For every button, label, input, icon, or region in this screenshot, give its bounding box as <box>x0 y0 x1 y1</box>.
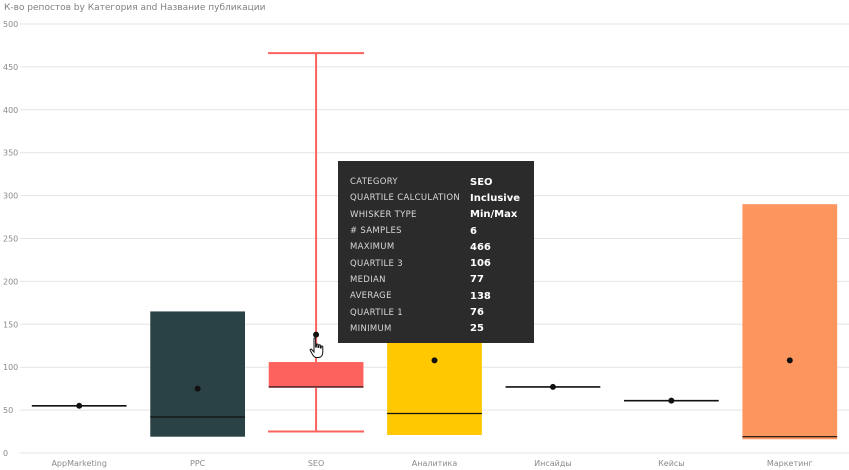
tooltip-row-category: CATEGORY SEO <box>350 174 522 190</box>
chart-title: К-во репостов by Категория and Название … <box>4 3 266 13</box>
x-category-label: PPC <box>190 459 206 468</box>
tooltip-value: Min/Max <box>470 209 518 221</box>
tooltip-value: 466 <box>470 241 491 253</box>
tooltip-key: AVERAGE <box>350 291 392 302</box>
box-1 <box>150 311 246 437</box>
x-category-label: SEO <box>308 459 324 468</box>
x-category-label: Инсайды <box>534 459 572 468</box>
tooltip-row-average: AVERAGE 138 <box>350 288 522 304</box>
y-tick-label: 400 <box>3 106 18 115</box>
y-tick-label: 150 <box>3 320 18 329</box>
y-tick-label: 350 <box>3 149 18 158</box>
tooltip-row-median: MEDIAN 77 <box>350 272 522 288</box>
tooltip-value: 25 <box>470 323 484 335</box>
tooltip-row-maximum: MAXIMUM 466 <box>350 239 522 255</box>
x-category-label: Кейсы <box>658 459 685 468</box>
tooltip-key: MAXIMUM <box>350 242 395 253</box>
y-tick-label: 0 <box>3 449 8 458</box>
tooltip-key: # SAMPLES <box>350 226 402 237</box>
tooltip-key: QUARTILE 3 <box>350 258 403 269</box>
box-6 <box>742 204 838 440</box>
tooltip-key: WHISKER TYPE <box>350 209 417 220</box>
tooltip-value: 76 <box>470 307 484 319</box>
x-category-label: Аналитика <box>412 459 458 468</box>
average-point <box>194 385 201 392</box>
tooltip-key: MINIMUM <box>350 323 392 334</box>
average-point <box>431 357 438 364</box>
y-tick-label: 250 <box>3 235 18 244</box>
tooltip-row-quartile-calculation: QUARTILE CALCULATION Inclusive <box>350 190 522 206</box>
y-tick-label: 450 <box>3 63 18 72</box>
y-tick-label: 200 <box>3 277 18 286</box>
tooltip-value: Inclusive <box>470 192 520 204</box>
tooltip-key: QUARTILE CALCULATION <box>350 193 460 204</box>
tooltip-row-quartile-1: QUARTILE 1 76 <box>350 304 522 320</box>
average-point <box>549 383 556 390</box>
tooltip-value: 6 <box>470 225 477 237</box>
average-point <box>786 357 793 364</box>
tooltip-value: 77 <box>470 274 484 286</box>
tooltip-value: 106 <box>470 258 491 270</box>
y-tick-label: 300 <box>3 192 18 201</box>
box-2 <box>268 362 364 388</box>
tooltip-key: QUARTILE 1 <box>350 307 403 318</box>
tooltip-value: 138 <box>470 290 491 302</box>
x-category-label: Маркетинг <box>767 459 813 468</box>
y-tick-label: 500 <box>3 20 18 29</box>
tooltip-value: SEO <box>470 176 493 188</box>
box-3 <box>387 337 482 435</box>
hand-pointer-icon <box>309 337 324 358</box>
tooltip-row-minimum: MINIMUM 25 <box>350 321 522 337</box>
average-point <box>668 397 675 404</box>
average-point <box>76 402 83 409</box>
tooltip-key: MEDIAN <box>350 274 386 285</box>
tooltip: CATEGORY SEO QUARTILE CALCULATION Inclusiv… <box>338 161 534 343</box>
y-tick-label: 50 <box>3 406 13 415</box>
x-category-label: AppMarketing <box>51 459 107 468</box>
average-point <box>313 331 320 338</box>
tooltip-row-quartile-3: QUARTILE 3 106 <box>350 255 522 271</box>
tooltip-key: CATEGORY <box>350 177 398 188</box>
y-tick-label: 100 <box>3 363 18 372</box>
tooltip-row-whisker-type: WHISKER TYPE Min/Max <box>350 207 522 223</box>
tooltip-row-samples: # SAMPLES 6 <box>350 223 522 239</box>
